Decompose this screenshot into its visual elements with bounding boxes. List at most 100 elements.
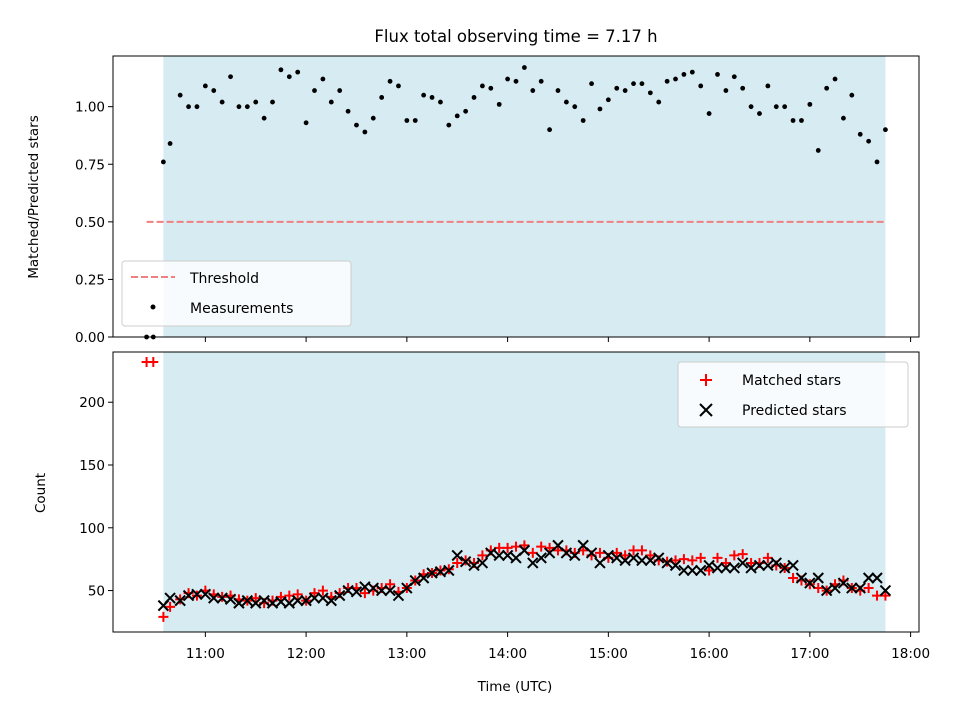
measurement-point [572,104,578,110]
matched-stars-point [863,583,874,594]
matched-stars-point [544,542,555,553]
bottom-x-tick-label: 15:00 [589,646,628,662]
bottom-x-tick-label: 13:00 [387,646,426,662]
measurement-point [412,118,418,123]
top-y-tick-label: 0.75 [75,157,105,173]
measurement-point [622,88,628,93]
measurement-point [841,115,846,121]
measurement-point [320,76,326,82]
top-legend-box [121,260,352,327]
measurement-point [815,148,821,153]
predicted-stars-point [367,582,379,594]
top-legend: Threshold Measurements [121,260,352,327]
measurement-point [580,118,586,123]
predicted-stars-point [636,554,648,567]
measurement-point [438,99,443,105]
bottom-x-tick-label: 12:00 [287,646,326,662]
predicted-stars-point [804,577,816,589]
measurement-point [270,99,275,105]
predicted-stars-point [292,594,304,607]
bottom-y-tick-label: 200 [79,395,105,411]
measurement-point [312,88,317,93]
measurement-point [849,92,855,98]
measurement-point [874,159,880,165]
legend-measurements-swatch [150,304,156,310]
measurement-point [832,76,838,82]
measurement-point [429,95,435,100]
predicted-stars-point [669,559,682,572]
legend-matched-swatch [700,374,712,386]
matched-stars-point [620,550,631,561]
measurement-point [513,78,519,84]
measurement-point [186,104,191,110]
matched-stars-point [880,590,891,601]
matched-stars-point [628,545,639,556]
bottom-panel: 50 100 150 200 11:00 12:00 13:00 14:00 15:00 16:… [33,351,930,695]
legend-predicted-swatch [699,403,713,417]
top-y-tick-label: 0.25 [75,272,105,288]
measurement-point [866,138,872,144]
bottom-x-axis: 11:00 12:00 13:00 14:00 15:00 16:00 17:00 18:00 [186,632,930,662]
measurement-point [167,141,173,146]
bottom-x-tick-label: 16:00 [690,646,729,662]
measurement-point [286,74,292,80]
matched-stars-point [317,585,328,596]
bottom-y-tick-label: 150 [79,458,105,474]
predicted-stars-point [224,593,237,606]
measurement-point [421,92,427,98]
measurement-point [303,120,309,126]
matched-stars-point [359,588,370,599]
measurement-point [387,78,393,84]
measurement-point [219,99,225,105]
measurement-point [211,88,217,93]
predicted-stars-point [812,572,824,584]
predicted-stars-point [191,588,203,601]
predicted-stars-point [317,592,329,604]
measurement-point [354,122,359,128]
predicted-stars-point [762,559,774,572]
measurement-point [194,104,200,110]
predicted-stars-point [250,597,262,609]
measurement-point [253,99,259,105]
predicted-stars-point [569,549,581,562]
matched-stars-point [611,547,622,558]
bottom-x-axis-label: Time (UTC) [477,679,553,695]
matched-stars-point [678,554,689,565]
matched-stars-point [670,555,681,566]
measurement-point [379,95,385,100]
matched-stars-point [578,545,589,556]
matched-stars-point [746,557,757,568]
predicted-stars-point [241,594,254,607]
predicted-stars-point [862,572,875,584]
measurement-point [261,115,267,121]
chart-title: Flux total observing time = 7.17 h [374,27,657,46]
predicted-stars-point [493,549,505,562]
matched-stars-point [158,611,169,622]
predicted-stars-point [770,557,782,569]
predicted-stars-point [711,562,724,574]
measurement-point [521,65,527,70]
bottom-y-axis-label: Count [33,473,49,513]
measurement-point [740,85,746,91]
measurement-point [228,74,233,80]
predicted-stars-point [518,544,531,557]
legend-matched-label: Matched stars [742,373,841,389]
predicted-stars-point [619,554,631,567]
predicted-stars-point [854,582,866,594]
measurement-point [496,101,502,107]
matched-stars-point [720,557,731,568]
predicted-stars-point [745,562,757,574]
predicted-stars-point [258,594,270,607]
bottom-legend-box [677,361,909,428]
matched-stars-point [636,545,647,556]
predicted-stars-point [787,559,799,572]
measurement-point [857,131,863,137]
matched-stars-point [536,541,547,552]
predicted-stars-point [871,572,883,584]
measurement-point [480,83,485,89]
top-y-axis-label: Matched/Predicted stars [26,115,42,278]
predicted-stars-point [736,557,749,569]
measurement-point [530,88,536,93]
predicted-stars-point [560,547,573,559]
top-y-tick-label: 0.00 [75,330,105,346]
